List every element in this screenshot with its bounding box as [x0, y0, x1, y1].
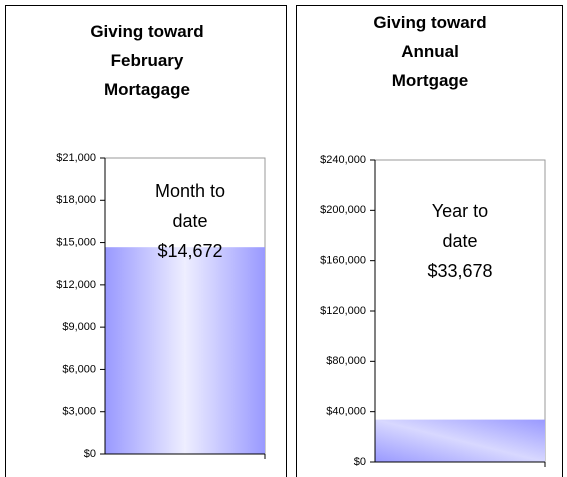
y-tick-label: $0 — [354, 456, 366, 468]
chart-title: Giving toward Annual Mortgage — [373, 13, 487, 90]
annotation: Year to date — [431, 201, 489, 251]
y-tick-label: $6,000 — [62, 363, 96, 375]
y-tick-label: $160,000 — [320, 255, 366, 267]
y-tick-label: $120,000 — [320, 305, 366, 317]
y-tick-label: $21,000 — [56, 152, 96, 164]
y-tick-label: $80,000 — [326, 355, 366, 367]
y-tick-label: $18,000 — [56, 194, 96, 206]
annotation: Month to date — [154, 181, 226, 231]
y-tick-label: $40,000 — [326, 406, 366, 418]
panel-border — [5, 5, 287, 477]
y-tick-label: $9,000 — [62, 321, 96, 333]
y-tick-label: $15,000 — [56, 236, 96, 248]
chart-title: Giving toward February Mortagage — [90, 22, 204, 99]
value-label: $14,672 — [157, 241, 223, 261]
y-tick-label: $200,000 — [320, 204, 366, 216]
y-tick-label: $12,000 — [56, 279, 96, 291]
y-tick-label: $3,000 — [62, 406, 96, 418]
bar — [105, 247, 265, 454]
y-tick-label: $240,000 — [320, 154, 366, 166]
y-tick-label: $0 — [84, 448, 96, 460]
panel-border — [296, 5, 563, 477]
bar — [375, 419, 545, 462]
value-label: $33,678 — [427, 261, 493, 281]
